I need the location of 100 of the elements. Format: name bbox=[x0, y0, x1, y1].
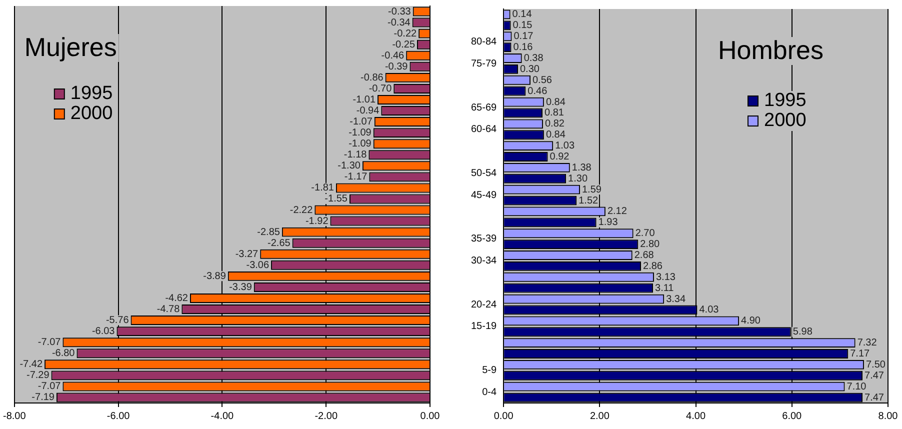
data-label: -0.70 bbox=[368, 83, 392, 94]
data-label: 7.47 bbox=[864, 370, 884, 382]
legend-label: 1995 bbox=[764, 90, 806, 112]
x-tick-label: -8.00 bbox=[3, 410, 26, 422]
y-tick-label: 20-24 bbox=[471, 299, 498, 310]
data-label: -1.92 bbox=[305, 216, 329, 227]
data-label: 7.10 bbox=[846, 381, 867, 392]
data-label: 0.56 bbox=[532, 74, 552, 86]
data-label: -6.80 bbox=[52, 348, 76, 360]
data-label: -2.22 bbox=[290, 204, 314, 216]
data-label: -2.85 bbox=[257, 226, 280, 238]
data-label: -0.46 bbox=[381, 50, 405, 62]
data-label: -3.39 bbox=[229, 282, 252, 293]
data-label: 0.14 bbox=[512, 9, 532, 20]
data-label: -0.34 bbox=[388, 17, 411, 28]
y-tick-label: 15-19 bbox=[471, 321, 498, 332]
x-tick-label: -6.00 bbox=[106, 410, 130, 422]
data-label: -7.42 bbox=[20, 359, 43, 370]
data-label: -0.86 bbox=[360, 72, 384, 84]
data-label: -3.89 bbox=[203, 270, 226, 282]
y-tick-label: 60-64 bbox=[471, 124, 498, 136]
data-label: 7.50 bbox=[866, 359, 886, 370]
data-label: -3.06 bbox=[246, 260, 270, 271]
x-tick-label: 2.00 bbox=[590, 410, 610, 422]
data-label: 1.30 bbox=[568, 173, 588, 184]
data-label: 0.46 bbox=[528, 86, 548, 97]
text: Mujeres bbox=[24, 32, 117, 62]
data-label: 2.86 bbox=[643, 260, 663, 272]
y-tick-label: 30-34 bbox=[471, 255, 498, 266]
data-label: -7.07 bbox=[38, 337, 62, 348]
data-label: 0.16 bbox=[513, 42, 534, 54]
data-label: 0.17 bbox=[514, 31, 534, 42]
data-label: -6.03 bbox=[92, 326, 116, 338]
data-label: -3.27 bbox=[235, 248, 259, 260]
data-label: 2.68 bbox=[634, 250, 654, 261]
y-tick-label: 0-4 bbox=[482, 386, 498, 398]
data-label: 2.70 bbox=[635, 228, 656, 240]
data-label: -4.62 bbox=[165, 292, 188, 304]
data-label: -2.65 bbox=[268, 238, 291, 249]
data-label: 5.98 bbox=[792, 326, 813, 338]
data-label: 3.34 bbox=[666, 294, 686, 305]
data-label: -0.39 bbox=[384, 61, 408, 72]
x-tick-label: 0.00 bbox=[494, 410, 514, 422]
data-label: -1.01 bbox=[352, 94, 376, 106]
data-label: 2.80 bbox=[640, 239, 660, 250]
legend-label: 2000 bbox=[764, 110, 806, 132]
x-tick-label: 4.00 bbox=[686, 410, 706, 422]
y-tick-label: 65-69 bbox=[471, 102, 498, 114]
data-label: -0.25 bbox=[392, 39, 416, 50]
data-label: -1.55 bbox=[324, 194, 348, 205]
data-label: -7.19 bbox=[32, 392, 55, 404]
data-label: 0.15 bbox=[512, 20, 533, 32]
data-label: -0.33 bbox=[388, 6, 412, 18]
y-tick-label: 5-9 bbox=[482, 364, 498, 376]
data-label: -5.76 bbox=[106, 315, 130, 326]
data-label: 0.82 bbox=[544, 118, 565, 130]
data-label: 7.47 bbox=[864, 392, 884, 404]
text: Hombres bbox=[718, 35, 824, 65]
data-label: -7.07 bbox=[38, 381, 62, 392]
data-label: -1.81 bbox=[311, 182, 334, 194]
data-label: 4.90 bbox=[741, 316, 761, 327]
data-label: -1.17 bbox=[344, 172, 368, 183]
data-label: 3.11 bbox=[655, 282, 674, 294]
data-label: 1.52 bbox=[578, 195, 599, 206]
data-label: -4.78 bbox=[156, 304, 180, 316]
y-tick-label: 35-39 bbox=[471, 234, 498, 245]
data-label: -7.29 bbox=[26, 370, 50, 382]
y-tick-label: 50-54 bbox=[471, 168, 498, 179]
data-label: 4.03 bbox=[699, 304, 720, 316]
x-tick-label: 8.00 bbox=[878, 410, 898, 422]
data-label: 2.12 bbox=[607, 206, 628, 218]
y-tick-label: 45-49 bbox=[471, 190, 498, 201]
data-label: -1.09 bbox=[348, 128, 372, 139]
y-tick-label: 75-79 bbox=[471, 58, 498, 70]
data-label: 0.92 bbox=[550, 152, 570, 162]
data-label: -1.30 bbox=[338, 160, 361, 172]
data-label: 0.81 bbox=[544, 108, 564, 119]
data-label: 7.17 bbox=[850, 348, 870, 360]
data-label: 0.30 bbox=[520, 64, 540, 75]
legend-label: 1995 bbox=[70, 83, 113, 104]
data-label: -1.18 bbox=[344, 150, 368, 161]
data-label: 0.84 bbox=[546, 96, 566, 108]
data-label: 7.32 bbox=[857, 338, 878, 349]
data-label: 1.38 bbox=[572, 162, 592, 174]
data-label: -1.09 bbox=[348, 138, 372, 150]
data-label: 1.59 bbox=[582, 184, 602, 196]
x-tick-label: -2.00 bbox=[314, 410, 338, 422]
legend-label: 2000 bbox=[70, 103, 113, 124]
data-label: -1.07 bbox=[350, 116, 373, 128]
x-tick-label: -4.00 bbox=[210, 410, 234, 422]
x-tick-label: 6.00 bbox=[782, 410, 802, 422]
data-label: 1.03 bbox=[555, 140, 575, 152]
data-label: 3.13 bbox=[656, 272, 676, 283]
data-label: 0.38 bbox=[524, 53, 544, 64]
y-tick-label: 80-84 bbox=[471, 36, 498, 48]
data-label: -0.94 bbox=[356, 106, 380, 117]
data-label: -0.22 bbox=[394, 28, 418, 40]
x-tick-label: 0.00 bbox=[420, 410, 440, 422]
data-label: 0.84 bbox=[546, 130, 566, 141]
data-label: 1.93 bbox=[598, 217, 618, 228]
